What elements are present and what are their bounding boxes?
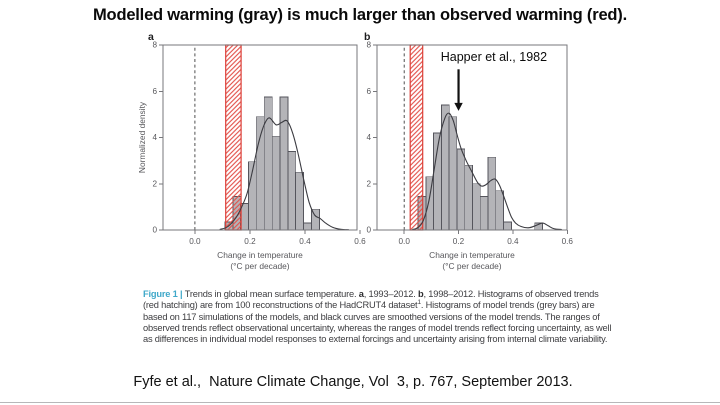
x-axis-label-units: (°C per decade) xyxy=(442,261,501,271)
panel-letter: b xyxy=(364,31,370,43)
histogram-bar xyxy=(464,164,474,231)
histogram-bar xyxy=(456,148,466,231)
histogram-bar xyxy=(303,222,312,231)
y-axis-label: Normalized density xyxy=(137,101,147,173)
annotation-label: Happer et al., 1982 xyxy=(441,50,547,64)
y-tick-label: 2 xyxy=(152,180,157,189)
citation-text: Fyfe et al., Nature Climate Change, Vol … xyxy=(133,374,573,390)
histogram-bar xyxy=(287,151,297,231)
slide-title: Modelled warming (gray) is much larger t… xyxy=(93,6,627,24)
histogram-bar xyxy=(425,176,435,231)
y-tick-label: 6 xyxy=(366,87,371,96)
caption-segment: Trends in global mean surface temperatur… xyxy=(184,289,359,299)
histogram-bar xyxy=(255,116,265,231)
histogram-bar xyxy=(263,96,273,231)
histogram-bar xyxy=(487,156,497,231)
panel-a-chart: 0.0 0.2 0.4 0.6 0 2 4 6 8a Normalized density Chan… xyxy=(137,31,366,271)
caption-segment: 1 xyxy=(417,299,421,307)
y-tick-label: 8 xyxy=(366,41,371,50)
model-density-curve xyxy=(219,117,350,231)
histogram-bar xyxy=(472,183,481,231)
slide-bottom-divider xyxy=(0,402,720,403)
histogram-bar xyxy=(448,116,458,231)
histogram-bar xyxy=(295,171,304,231)
x-axis-label-units: (°C per decade) xyxy=(230,261,289,271)
x-tick-label: 0.0 xyxy=(189,237,201,246)
figure-caption: Figure 1 | Trends in global mean surface… xyxy=(143,289,615,345)
caption-segment: , 1993–2012. xyxy=(363,289,418,299)
caption-segment: b xyxy=(418,289,424,299)
x-axis-label: Change in temperature xyxy=(429,250,515,260)
down-arrow-icon xyxy=(454,102,463,111)
y-tick-label: 2 xyxy=(366,180,371,189)
histogram-bar xyxy=(271,135,281,231)
observed-trend-band xyxy=(225,44,242,231)
x-tick-label: 0.0 xyxy=(399,237,411,246)
histogram-bar xyxy=(503,221,512,231)
caption-segment: Figure 1 | xyxy=(143,289,185,299)
y-tick-label: 4 xyxy=(152,133,157,142)
caption-segment: . Histograms of model trends (grey bars)… xyxy=(143,300,612,345)
x-tick-label: 0.4 xyxy=(299,237,311,246)
model-density-curve xyxy=(412,112,562,231)
x-tick-label: 0.2 xyxy=(244,237,256,246)
y-tick-label: 6 xyxy=(152,87,157,96)
x-tick-label: 0.6 xyxy=(354,237,366,246)
histogram-bar xyxy=(279,96,289,231)
caption-segment: a xyxy=(358,289,364,299)
x-tick-label: 0.4 xyxy=(507,237,519,246)
panel-b-chart: 0.0 0.2 0.4 0.6 0 2 4 6 8b Change in temperature(… xyxy=(364,31,574,271)
y-tick-label: 0 xyxy=(366,226,371,235)
observed-trend-band xyxy=(409,44,424,231)
y-tick-label: 0 xyxy=(152,226,157,235)
x-tick-label: 0.6 xyxy=(562,237,574,246)
x-axis-label: Change in temperature xyxy=(217,250,303,260)
y-tick-label: 8 xyxy=(152,41,157,50)
histogram-bar xyxy=(495,190,505,231)
panel-letter: a xyxy=(148,31,154,43)
x-tick-label: 0.2 xyxy=(453,237,465,246)
histogram-bar xyxy=(479,196,489,231)
y-tick-label: 4 xyxy=(366,133,371,142)
caption-segment: , 1998–2012. Histograms of observed tren… xyxy=(143,289,599,311)
